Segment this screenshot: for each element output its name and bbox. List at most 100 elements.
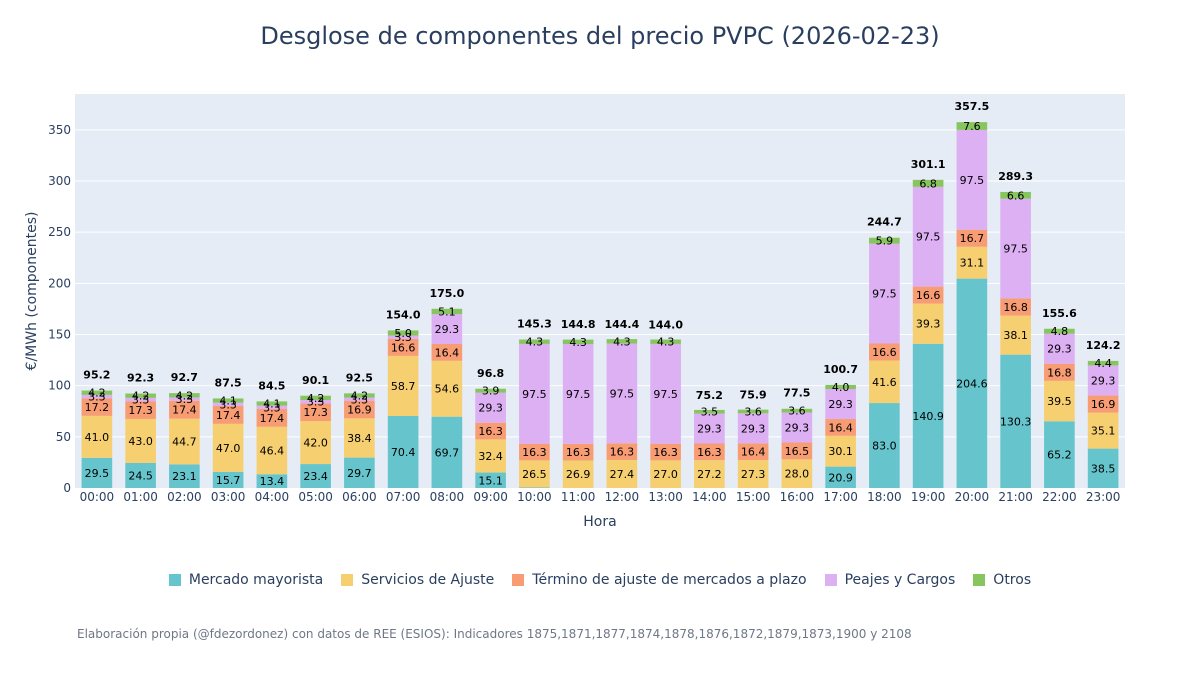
- segment-value-label: 4.1: [263, 398, 281, 411]
- segment-value-label: 97.5: [522, 388, 547, 401]
- x-tick-label: 22:00: [1042, 490, 1077, 504]
- total-value-label: 75.9: [740, 388, 767, 401]
- segment-value-label: 3.5: [701, 406, 719, 419]
- bar-segment: [1000, 315, 1031, 355]
- segment-value-label: 27.3: [741, 468, 766, 481]
- total-value-label: 154.0: [386, 308, 421, 321]
- bar-segment: [169, 418, 200, 465]
- total-value-label: 92.3: [127, 372, 154, 385]
- x-tick-label: 05:00: [298, 490, 333, 504]
- legend-item[interactable]: Servicios de Ajuste: [341, 572, 494, 588]
- legend-item[interactable]: Término de ajuste de mercados a plazo: [512, 572, 807, 588]
- segment-value-label: 3.3: [351, 393, 369, 406]
- bar-segment: [475, 439, 506, 473]
- x-tick-label: 06:00: [342, 490, 377, 504]
- segment-value-label: 16.3: [566, 446, 591, 459]
- segment-value-label: 17.4: [172, 404, 197, 417]
- bar-segment: [300, 395, 331, 400]
- total-value-label: 87.5: [215, 376, 242, 389]
- bar-segment: [1044, 380, 1075, 422]
- segment-value-label: 16.6: [916, 289, 941, 302]
- bar-segment: [781, 412, 813, 443]
- segment-value-label: 26.9: [566, 468, 591, 481]
- segment-value-label: 16.9: [347, 404, 372, 417]
- bar-segment: [475, 392, 506, 423]
- segment-value-label: 42.0: [303, 437, 328, 450]
- bar-segment: [519, 339, 550, 344]
- bar-segment: [1000, 298, 1031, 316]
- segment-value-label: 5.1: [438, 305, 456, 318]
- segment-value-label: 26.5: [522, 468, 547, 481]
- y-tick-label: 50: [56, 430, 71, 444]
- x-tick-label: 01:00: [123, 490, 158, 504]
- bar-segment: [431, 416, 463, 488]
- bar-segment: [169, 400, 200, 419]
- segment-value-label: 4.2: [176, 389, 194, 402]
- segment-value-label: 17.3: [128, 404, 153, 417]
- segment-value-label: 5.9: [876, 235, 894, 248]
- segment-value-label: 6.6: [1007, 189, 1025, 202]
- bar-segment: [1044, 333, 1075, 364]
- bar-segment: [825, 419, 856, 436]
- bar-segment: [650, 343, 681, 444]
- segment-value-label: 3.6: [788, 405, 806, 418]
- legend-swatch: [341, 574, 354, 586]
- y-tick-label: 350: [48, 123, 71, 137]
- total-value-label: 84.5: [258, 380, 285, 393]
- segment-value-label: 140.9: [912, 410, 944, 423]
- bar-segment: [344, 418, 375, 458]
- bar-segment: [562, 460, 594, 488]
- total-value-label: 144.4: [604, 318, 639, 331]
- bar-segment: [81, 457, 113, 488]
- segment-value-label: 44.7: [172, 435, 197, 448]
- segment-value-label: 7.6: [963, 120, 981, 133]
- segment-value-label: 3.3: [219, 398, 237, 411]
- legend-swatch: [973, 574, 986, 586]
- legend-item[interactable]: Mercado mayorista: [168, 572, 323, 588]
- bar-segment: [694, 413, 725, 444]
- x-tick-label: 19:00: [911, 490, 946, 504]
- x-tick-label: 13:00: [648, 490, 683, 504]
- segment-value-label: 3.3: [176, 393, 194, 406]
- total-value-label: 289.3: [998, 170, 1033, 183]
- bar-segment: [256, 426, 288, 475]
- x-tick-label: 07:00: [386, 490, 421, 504]
- segment-value-label: 16.7: [960, 232, 985, 245]
- bar-segment: [956, 246, 988, 279]
- segment-value-label: 29.3: [1047, 343, 1072, 356]
- bar-segment: [81, 415, 113, 458]
- bar-segment: [300, 421, 331, 465]
- legend-item[interactable]: Peajes y Cargos: [824, 572, 956, 588]
- y-tick-label: 250: [48, 225, 71, 239]
- total-value-label: 175.0: [429, 287, 464, 300]
- x-tick-label: 08:00: [430, 490, 465, 504]
- bar-segment: [212, 402, 244, 407]
- bar-segment: [344, 457, 375, 488]
- segment-value-label: 4.2: [132, 390, 150, 403]
- bar-segment: [912, 179, 944, 187]
- segment-value-label: 27.0: [653, 468, 678, 481]
- segment-value-label: 6.8: [919, 177, 937, 190]
- x-tick-label: 03:00: [211, 490, 246, 504]
- segment-value-label: 97.5: [566, 388, 591, 401]
- segment-value-label: 30.1: [828, 445, 853, 458]
- segment-value-label: 41.0: [85, 431, 110, 444]
- bar-segment: [825, 435, 856, 467]
- total-value-label: 92.7: [171, 371, 198, 384]
- total-value-label: 77.5: [783, 387, 810, 400]
- segment-value-label: 97.5: [872, 288, 897, 301]
- segment-value-label: 15.7: [216, 474, 241, 487]
- bar-segment: [431, 308, 463, 315]
- x-tick-label: 21:00: [998, 490, 1033, 504]
- bar-segment: [912, 343, 944, 488]
- segment-value-label: 16.8: [1047, 366, 1072, 379]
- bar-segment: [781, 442, 813, 460]
- legend-item[interactable]: Otros: [973, 572, 1031, 588]
- bar-segment: [1087, 448, 1119, 488]
- segment-value-label: 17.3: [303, 406, 328, 419]
- segment-value-label: 4.3: [613, 335, 631, 348]
- bar-segment: [344, 401, 375, 419]
- legend-label: Peajes y Cargos: [844, 572, 956, 588]
- segment-value-label: 3.9: [482, 385, 500, 398]
- bar-segment: [1000, 191, 1031, 199]
